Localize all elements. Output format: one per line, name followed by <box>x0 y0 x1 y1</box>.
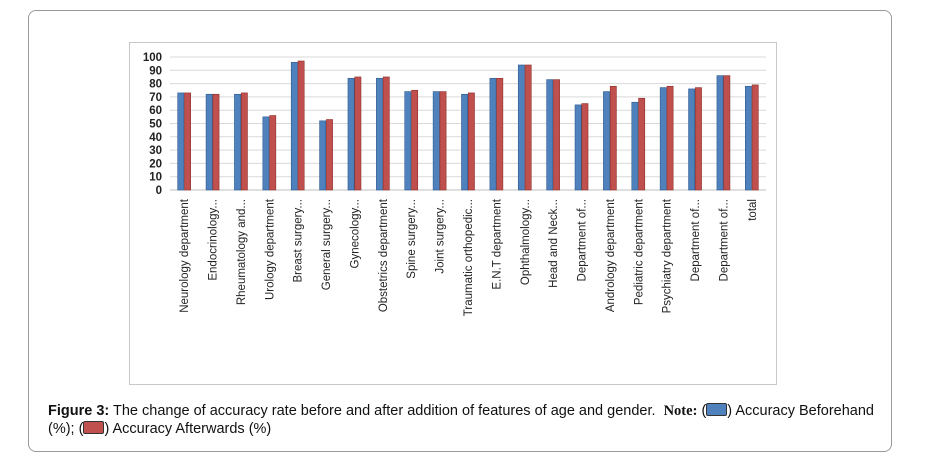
bar-before <box>603 91 610 191</box>
x-tick-label: Rheumatology and... <box>236 199 248 305</box>
bar-before <box>432 91 440 191</box>
bar-before <box>716 75 724 191</box>
bar-after <box>326 119 333 191</box>
legend-after-label: ) Accuracy Afterwards (%) <box>104 421 272 437</box>
bar-after <box>297 60 305 191</box>
y-tick-label: 0 <box>156 185 162 197</box>
y-tick-label: 90 <box>149 65 162 77</box>
bar-after <box>553 79 560 191</box>
note-label: Note: <box>663 403 698 419</box>
bar-before <box>688 88 696 191</box>
y-tick-label: 20 <box>149 158 162 170</box>
bar-after <box>354 76 362 191</box>
bar-after <box>751 84 759 191</box>
bar-before <box>376 77 383 191</box>
x-tick-label: Ophthalmology... <box>520 199 532 285</box>
bar-after <box>581 103 589 191</box>
figure-caption: Figure 3: The change of accuracy rate be… <box>48 402 878 438</box>
bar-after <box>524 64 532 191</box>
x-tick-label: Head and Neck... <box>548 199 560 288</box>
x-tick-label: Urology department <box>264 198 276 300</box>
bar-before <box>659 87 667 191</box>
bar-before <box>319 120 327 191</box>
bar-before <box>517 64 525 191</box>
bar-after <box>212 93 220 191</box>
bar-after <box>240 92 248 191</box>
bar-after <box>184 92 191 191</box>
x-tick-label: Department of... <box>690 199 702 281</box>
x-tick-label: Obstetrics department <box>378 198 390 312</box>
figure-label: Figure 3: <box>48 403 110 419</box>
bar-after <box>723 75 731 191</box>
y-tick-label: 60 <box>149 105 162 117</box>
legend-paren-1: ( <box>701 403 707 419</box>
bar-before <box>546 79 554 191</box>
y-tick-label: 50 <box>149 119 162 131</box>
bar-after <box>638 97 646 191</box>
x-tick-label: total <box>747 199 759 221</box>
y-tick-label: 80 <box>149 79 162 91</box>
bar-before <box>290 62 298 191</box>
y-tick-label: 100 <box>143 52 162 64</box>
x-tick-label: General surgery... <box>321 199 333 290</box>
y-tick-label: 70 <box>149 92 162 104</box>
bar-before <box>745 85 752 191</box>
x-tick-label: Neurology department <box>179 198 191 313</box>
legend-paren-2: ( <box>78 421 84 437</box>
x-tick-label: Pediatric department <box>633 198 645 305</box>
y-tick-label: 30 <box>149 145 162 157</box>
x-tick-label: Endocrinology... <box>208 199 220 281</box>
legend-before-label: ) Accuracy Beforehand (%); <box>48 403 874 437</box>
bar-before <box>574 104 582 191</box>
legend-swatch-after <box>83 421 105 434</box>
x-tick-label: Gynecology... <box>349 199 361 268</box>
bar-after <box>411 89 419 191</box>
bar-before <box>489 77 497 191</box>
x-tick-label: E.N.T department <box>491 198 503 289</box>
bar-after <box>609 85 617 191</box>
x-tick-label: Department of... <box>577 199 589 281</box>
y-tick-label: 10 <box>149 172 162 184</box>
bar-after <box>439 91 447 191</box>
chart-area: 0 10 20 30 40 50 60 70 80 90 100 Neurology departme… <box>129 42 777 385</box>
x-tick-label: Traumatic orthopedic... <box>463 199 475 316</box>
bar-after <box>496 77 504 191</box>
x-tick-label: Joint surgery... <box>435 199 447 274</box>
bar-before <box>205 93 213 191</box>
bar-before <box>461 93 468 191</box>
bar-after <box>695 87 702 191</box>
x-tick-label: Breast surgery... <box>293 199 305 283</box>
bar-before <box>347 77 355 191</box>
x-tick-label: Psychiatry department <box>662 198 674 313</box>
bar-before <box>404 91 412 191</box>
bar-after <box>666 85 674 191</box>
bar-before <box>631 101 639 191</box>
bar-before <box>262 116 270 191</box>
legend-swatch-before <box>706 403 728 416</box>
bar-after <box>467 92 475 191</box>
x-tick-label: Andrology department <box>605 198 617 312</box>
bar-after <box>269 115 277 191</box>
bar-before <box>234 93 241 191</box>
bar-after <box>382 76 390 191</box>
caption-text: The change of accuracy rate before and a… <box>109 403 656 419</box>
x-tick-label: Spine surgery... <box>406 199 418 279</box>
bar-before <box>177 92 185 191</box>
x-tick-label: Department of... <box>718 199 730 281</box>
y-tick-label: 40 <box>149 132 162 144</box>
